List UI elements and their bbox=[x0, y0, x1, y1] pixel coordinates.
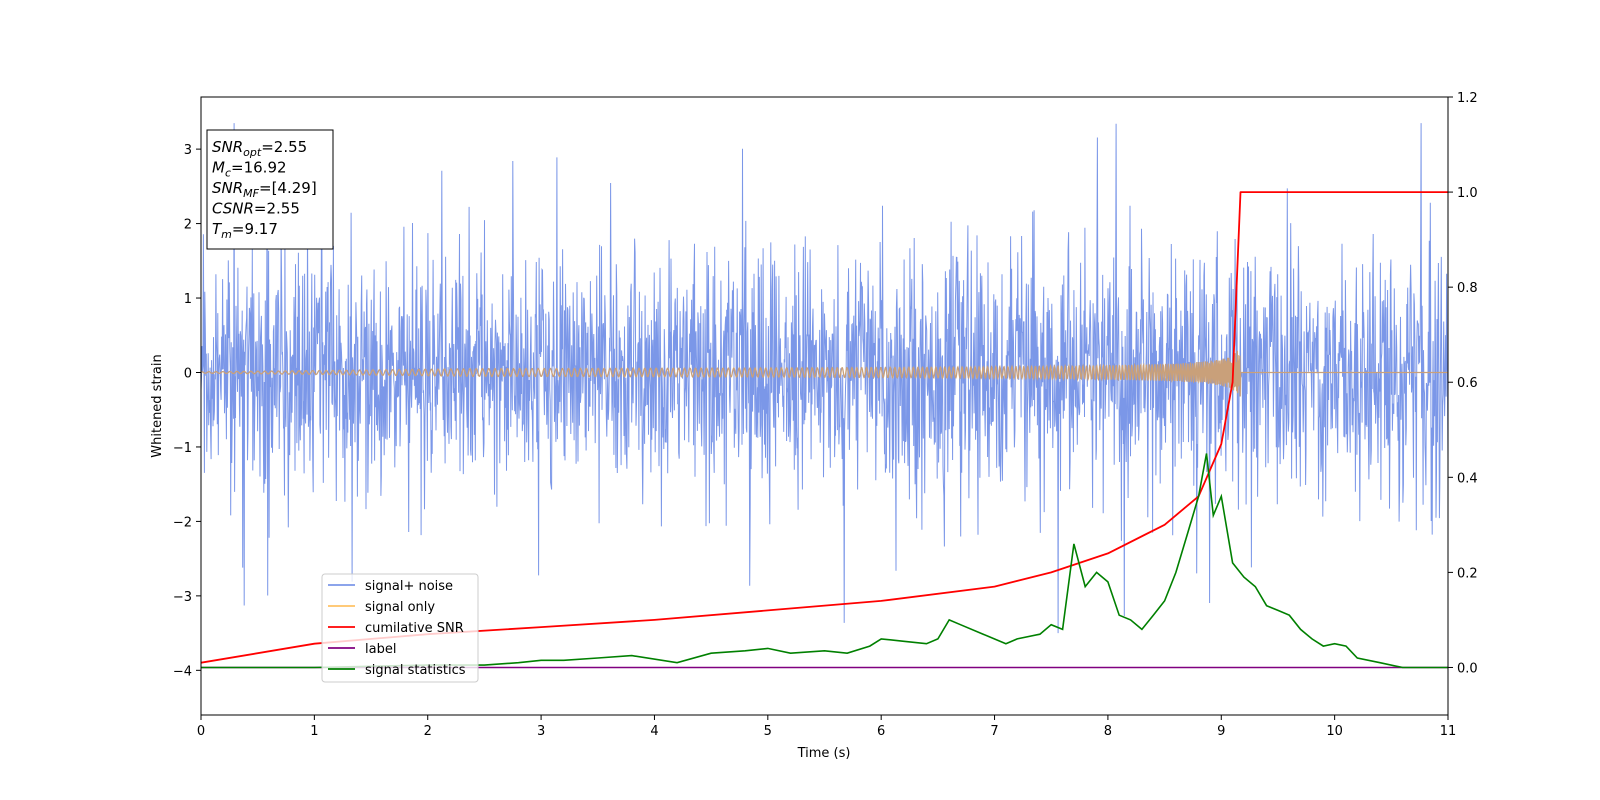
y-right-tick-label: 0.2 bbox=[1457, 566, 1478, 581]
info-box-line: SNRopt=2.55 bbox=[212, 138, 307, 159]
legend-entry: cumilative SNR bbox=[365, 621, 464, 636]
y-right-tick-label: 0.4 bbox=[1457, 471, 1478, 486]
info-box-line: SNRMF=[4.29] bbox=[212, 179, 317, 200]
signal-statistics-line bbox=[201, 453, 1448, 669]
right-y-axis: 0.0 0.2 0.4 0.6 0.8 1.0 1.2 bbox=[1448, 91, 1478, 676]
cumulative-snr-line bbox=[201, 191, 1448, 664]
x-tick-label: 0 bbox=[197, 724, 205, 739]
x-tick-label: 8 bbox=[1104, 724, 1112, 739]
legend-frame bbox=[321, 573, 479, 683]
info-box-line: CSNR=2.55 bbox=[212, 200, 300, 218]
x-tick-label: 1 bbox=[310, 724, 318, 739]
legend-entry: signal only bbox=[365, 600, 435, 615]
y-right-tick-label: 0.0 bbox=[1457, 661, 1478, 676]
x-tick-label: 6 bbox=[877, 724, 885, 739]
x-tick-label: 2 bbox=[424, 724, 432, 739]
x-tick-label: 11 bbox=[1440, 724, 1457, 739]
y-right-tick-label: 1.0 bbox=[1457, 186, 1478, 201]
legend: signal+ noise signal only cumilative SNR la… bbox=[321, 573, 479, 683]
y-axis-label: Whitened strain bbox=[150, 354, 165, 457]
y-right-tick-label: 0.6 bbox=[1457, 376, 1478, 391]
y-left-tick-label: 3 bbox=[184, 143, 192, 158]
info-box-frame bbox=[206, 129, 334, 250]
left-y-axis: −4 −3 −2 −1 0 1 2 3 bbox=[173, 143, 201, 679]
y-left-tick-label: 0 bbox=[184, 366, 192, 381]
x-tick-label: 4 bbox=[650, 724, 658, 739]
y-right-tick-label: 1.2 bbox=[1457, 91, 1478, 106]
x-tick-label: 9 bbox=[1217, 724, 1225, 739]
x-axis: 0 1 2 3 4 5 6 7 8 9 10 11 bbox=[197, 715, 1456, 739]
plot-frame bbox=[200, 96, 1449, 716]
x-tick-label: 3 bbox=[537, 724, 545, 739]
y-left-tick-label: −2 bbox=[173, 515, 192, 530]
y-left-tick-label: 2 bbox=[184, 218, 192, 233]
legend-entry: signal+ noise bbox=[365, 579, 453, 594]
legend-entry: signal statistics bbox=[365, 663, 466, 678]
info-box-line: Tm=9.17 bbox=[212, 220, 278, 241]
y-left-tick-label: −1 bbox=[173, 441, 192, 456]
x-tick-label: 10 bbox=[1326, 724, 1343, 739]
y-left-tick-label: −4 bbox=[173, 664, 192, 679]
y-right-tick-label: 0.8 bbox=[1457, 281, 1478, 296]
x-tick-label: 5 bbox=[764, 724, 772, 739]
info-box-line: Mc=16.92 bbox=[212, 159, 287, 180]
info-box: SNRopt=2.55Mc=16.92SNRMF=[4.29]CSNR=2.55… bbox=[206, 129, 334, 250]
x-axis-label: Time (s) bbox=[797, 746, 851, 761]
legend-entry: label bbox=[365, 642, 396, 657]
x-tick-label: 7 bbox=[990, 724, 998, 739]
y-left-tick-label: −3 bbox=[173, 590, 192, 605]
y-left-tick-label: 1 bbox=[184, 292, 192, 307]
signal-noise-line bbox=[201, 123, 1448, 634]
signal-only-line bbox=[201, 350, 1448, 397]
